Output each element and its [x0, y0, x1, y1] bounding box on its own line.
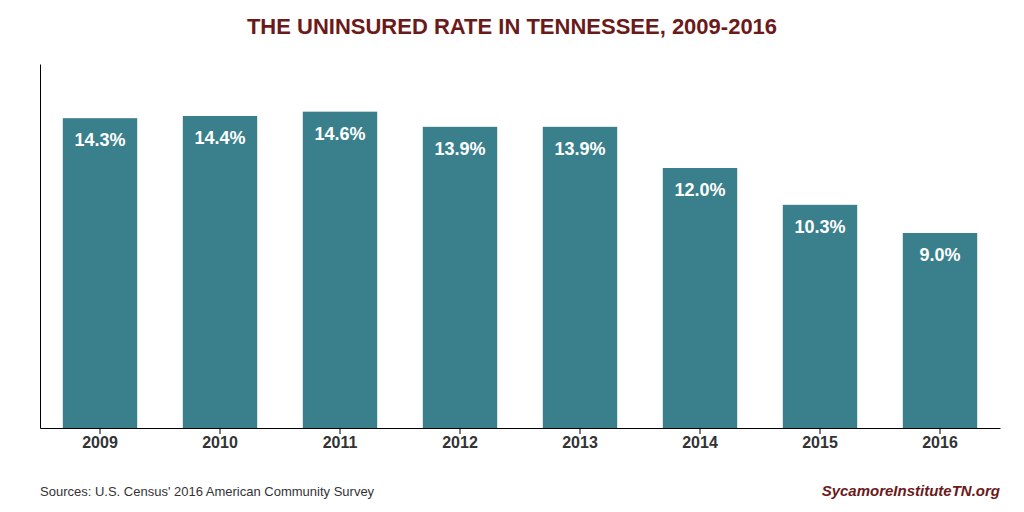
x-tick-mark — [700, 428, 701, 434]
x-tick: 2014 — [682, 428, 718, 451]
x-tick-mark — [340, 428, 341, 434]
data-labels: 14.3% 14.4% 14.6% 13.9% 13.9% 12.0% 10.3% 9.0% — [74, 124, 960, 265]
y-axis-line — [40, 65, 41, 429]
bar — [783, 205, 857, 428]
source-note: Sources: U.S. Census' 2016 American Comm… — [40, 484, 375, 499]
bars — [63, 112, 977, 428]
data-label: 14.4% — [194, 128, 245, 148]
x-tick: 2012 — [442, 428, 478, 451]
bar — [663, 168, 737, 428]
x-tick-mark — [820, 428, 821, 434]
x-tick-label: 2009 — [82, 434, 118, 451]
bar — [303, 112, 377, 428]
x-tick-mark — [220, 428, 221, 434]
x-tick: 2010 — [202, 428, 238, 451]
x-tick-label: 2015 — [802, 434, 838, 451]
bar — [63, 118, 137, 428]
data-label: 14.3% — [74, 130, 125, 150]
watermark: SycamoreInstituteTN.org — [822, 482, 1000, 499]
x-tick-label: 2016 — [922, 434, 958, 451]
plot: 2009201020112012201320142015201614.3%14.… — [41, 65, 1001, 452]
x-tick: 2015 — [802, 428, 838, 451]
data-label: 10.3% — [794, 217, 845, 237]
data-label: 13.9% — [434, 139, 485, 159]
x-tick-label: 2014 — [682, 434, 718, 451]
x-tick: 2013 — [562, 428, 598, 451]
x-tick-mark — [460, 428, 461, 434]
x-tick: 2009 — [82, 428, 118, 451]
x-tick: 2016 — [922, 428, 958, 451]
x-tick-mark — [940, 428, 941, 434]
x-tick: 2011 — [323, 428, 358, 451]
x-tick-label: 2011 — [323, 434, 358, 451]
title: THE UNINSURED RATE IN TENNESSEE, 2009-20… — [247, 14, 777, 39]
x-axis-line — [41, 428, 1001, 429]
data-label: 14.6% — [314, 124, 365, 144]
x-tick-label: 2013 — [562, 434, 598, 451]
chart: THE UNINSURED RATE IN TENNESSEE, 2009-20… — [0, 0, 1024, 512]
x-axis: 2009 2010 2011 2012 2013 2014 2015 2016 — [41, 428, 1001, 451]
data-label: 12.0% — [674, 180, 725, 200]
x-tick-mark — [100, 428, 101, 434]
y-axis — [40, 65, 41, 429]
x-tick-label: 2010 — [202, 434, 238, 451]
data-label: 9.0% — [919, 245, 960, 265]
data-label: 13.9% — [554, 139, 605, 159]
bar — [543, 127, 617, 428]
bar — [903, 233, 977, 428]
bar — [183, 116, 257, 428]
x-tick-label: 2012 — [442, 434, 478, 451]
bar — [423, 127, 497, 428]
x-tick-mark — [580, 428, 581, 434]
